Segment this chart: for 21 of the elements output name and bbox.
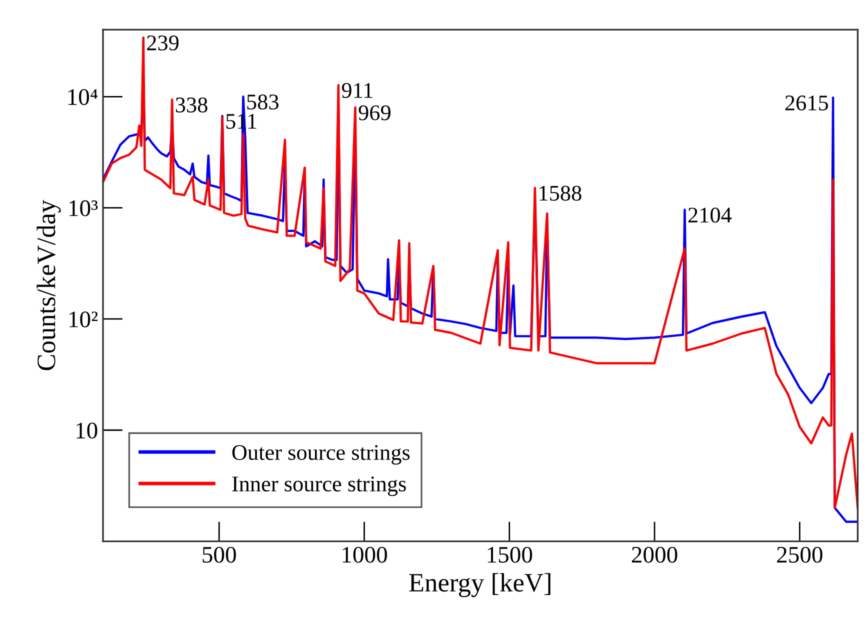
annotation: 1588 (540, 186, 582, 201)
annotation: 583 (247, 94, 278, 110)
legend-label: Inner source strings (232, 476, 406, 496)
x-tick-label: 2500 (777, 546, 822, 563)
annotation: 2615 (785, 96, 828, 110)
legend-label: Outer source strings (232, 445, 410, 465)
annotation: 239 (147, 35, 179, 50)
x-axis-title: Energy [keV] (409, 573, 550, 598)
x-tick-label: 2000 (632, 546, 678, 563)
annotation: 911 (342, 83, 372, 98)
x-tick-label: 1000 (342, 546, 387, 563)
y-tick-label: 10³ (70, 200, 98, 216)
annotation: 338 (176, 97, 208, 112)
x-tick-label: 500 (202, 546, 236, 563)
annotation: 2104 (688, 208, 732, 223)
x-tick-label: 1500 (488, 546, 532, 563)
y-tick-label: 10⁴ (68, 89, 98, 106)
y-axis-title: Counts/keV/day (36, 200, 61, 370)
annotation: 969 (358, 105, 390, 120)
y-tick-label: 10 (76, 422, 98, 439)
y-tick-label: 10² (70, 311, 98, 328)
